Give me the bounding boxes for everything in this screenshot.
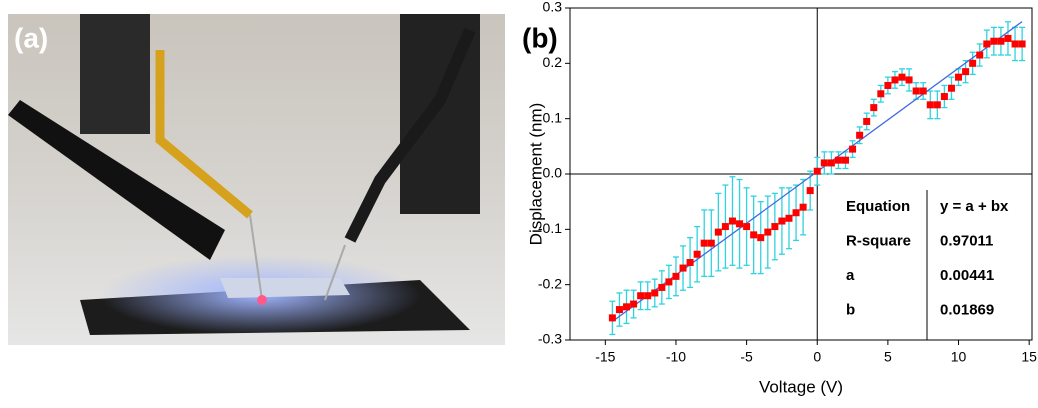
point: [884, 81, 892, 89]
point: [870, 104, 878, 112]
point: [1011, 40, 1019, 48]
point: [1018, 40, 1026, 48]
point: [743, 223, 751, 231]
point: [686, 259, 694, 267]
point: [665, 278, 673, 286]
point: [905, 76, 913, 84]
point: [736, 220, 744, 228]
y-tick-label: 0.0: [543, 165, 563, 181]
point: [658, 283, 666, 291]
x-tick-label: -5: [740, 349, 753, 365]
point: [990, 37, 998, 45]
point: [785, 214, 793, 222]
point: [877, 90, 885, 98]
x-tick-label: -10: [666, 349, 686, 365]
x-axis-label: Voltage (V): [759, 377, 843, 396]
tip: [249, 214, 263, 301]
point: [849, 145, 857, 153]
point: [630, 300, 638, 308]
point: [806, 187, 814, 195]
point: [757, 234, 765, 242]
point: [651, 289, 659, 297]
laser-spot: [257, 295, 267, 305]
point: [799, 203, 807, 211]
point: [1004, 34, 1012, 42]
tip: [324, 244, 346, 301]
point: [623, 303, 631, 311]
point: [792, 209, 800, 217]
point: [778, 217, 786, 225]
y-tick-label: 0.2: [543, 54, 563, 70]
point: [919, 87, 927, 95]
y-tick-label: 0.1: [543, 109, 563, 125]
chart: 0.3 0.2 0.1 0.0 -0.1 -0.2 -0.3 -15 -10 -5 0 5 10 15 Vo…: [526, 0, 1037, 396]
point: [672, 272, 680, 280]
point: [940, 93, 948, 101]
point: [764, 228, 772, 236]
photo: (a): [8, 14, 505, 345]
point: [933, 101, 941, 109]
fit-table-label: a: [846, 267, 855, 284]
instrument: [80, 14, 150, 134]
fit-table-value: 0.01869: [940, 301, 994, 318]
point: [976, 51, 984, 59]
point: [856, 131, 864, 139]
x-tick-label: 5: [884, 349, 892, 365]
point: [728, 217, 736, 225]
point: [637, 292, 645, 300]
point: [955, 73, 963, 81]
y-tick-label: -0.1: [538, 220, 562, 236]
point: [813, 167, 821, 175]
point: [997, 37, 1005, 45]
point: [969, 59, 977, 67]
point: [947, 84, 955, 92]
point: [891, 76, 899, 84]
point: [750, 231, 758, 239]
point: [615, 306, 623, 314]
x-tick-label: 15: [1021, 349, 1037, 365]
fit-table-value: y = a + bx: [940, 198, 1009, 215]
point: [644, 292, 652, 300]
point: [679, 264, 687, 272]
point: [962, 68, 970, 76]
fit-table-value: 0.97011: [940, 232, 993, 249]
point: [842, 156, 850, 164]
fit-table-value: 0.00441: [940, 267, 994, 284]
light-guide: [8, 100, 225, 260]
y-tick-label: -0.3: [538, 331, 562, 347]
point: [771, 223, 779, 231]
point: [608, 314, 616, 322]
x-tick-label: 0: [813, 349, 821, 365]
fit-table-label: Equation: [846, 198, 910, 215]
point: [863, 117, 871, 125]
x-tick-label: -15: [595, 349, 615, 365]
y-tick-label: 0.3: [543, 0, 563, 15]
fit-table-label: b: [846, 301, 855, 318]
point: [983, 40, 991, 48]
point: [898, 73, 906, 81]
y-axis-label: Displacement (nm): [526, 103, 545, 246]
x-tick-label: 10: [951, 349, 967, 365]
y-tick-label: -0.2: [538, 275, 562, 291]
point: [714, 228, 722, 236]
point: [926, 101, 934, 109]
panel-label: (b): [522, 22, 558, 53]
point: [834, 156, 842, 164]
point: [820, 159, 828, 167]
probe-cable: [344, 27, 476, 243]
point: [721, 223, 729, 231]
probe-arm: [155, 50, 253, 219]
panel-label: (a): [14, 22, 48, 53]
fit-table-label: R-square: [846, 232, 911, 249]
point: [693, 250, 701, 258]
point: [912, 87, 920, 95]
point: [700, 239, 708, 247]
point: [707, 239, 715, 247]
point: [827, 159, 835, 167]
sample-plate: [220, 278, 350, 298]
